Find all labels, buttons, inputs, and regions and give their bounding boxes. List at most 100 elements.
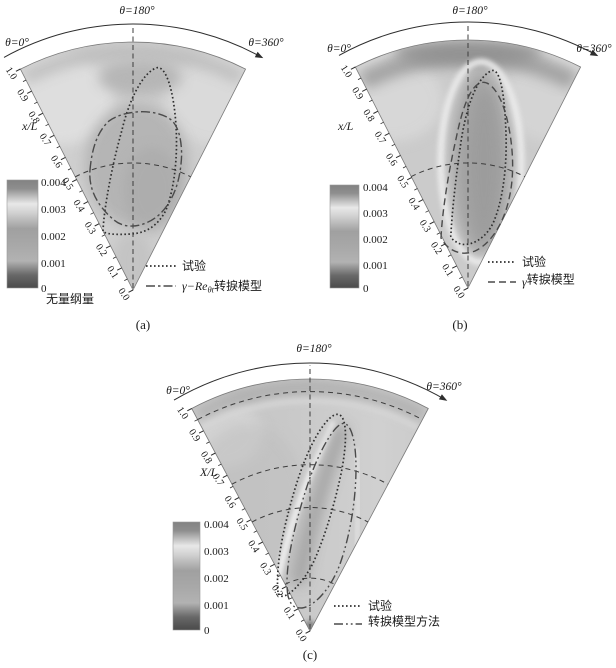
radial-gridline-arc [410,162,526,178]
theta-360-label: θ=360° [248,37,284,49]
radial-axis-label: X/L [199,465,218,479]
tick-label: 1.0 [3,65,19,81]
legend-model-label: γ−Reθt转捩模型 [182,278,262,295]
model-contour [440,81,514,254]
legend-model-label: 转捩模型方法 [368,614,440,629]
colorbar-tick: 0.002 [363,234,388,246]
outer-sweep-arc [3,23,263,58]
colorbar: 0.004 0.003 0.002 0.001 0 无量纲量 [6,177,94,306]
tick-label: 0.0 [450,284,466,300]
legend: 试验 转捩模型方法 [334,598,440,629]
sweep-arrowhead-icon [254,51,264,59]
panel-b-plot: 0.0 0.1 0.2 0.3 0.4 0.5 0.6 0.7 0.8 0.9 … [327,5,612,332]
tick-label: 0.4 [405,196,421,212]
colorbar-title: 无量纲量 [46,292,94,306]
colorbar: 0.004 0.003 0.002 0.001 0 [172,519,229,637]
theta-0-label: θ=0° [5,37,29,49]
tick-label: 0.8 [360,108,376,124]
experiment-contour [449,69,507,246]
panel-a: 0.0 0.1 0.2 0.3 0.4 0.5 0.6 0.7 0.8 0.9 … [0,0,308,334]
tick-label: 0.7 [372,130,388,146]
colorbar-tick: 0.003 [204,546,229,558]
tick-label: 0.9 [186,427,202,443]
major-tick-marks [350,66,469,291]
panel-caption: (b) [452,317,467,332]
colorbar-tick: 0.004 [204,519,229,531]
tick-label: 0.4 [245,539,261,555]
tick-label: 0.6 [383,152,399,168]
tick-label: 0.5 [394,174,410,190]
theta-360-label: θ=360° [426,381,462,393]
outer-sweep-arc [173,362,447,401]
panel-caption: (c) [303,647,317,662]
tick-label: 0.9 [14,87,30,103]
tick-label: 0.0 [115,286,131,302]
major-tick-marks [187,408,311,634]
panel-b: 0.0 0.1 0.2 0.3 0.4 0.5 0.6 0.7 0.8 0.9 … [308,0,616,334]
theta-180-label: θ=180° [296,343,332,355]
colorbar-tick: 0 [363,283,369,295]
theta-360-label: θ=360° [576,43,612,55]
tick-label: 0.6 [222,494,238,510]
radial-axis-label: x/L [21,119,38,133]
colorbar-tick: 0.004 [41,177,66,189]
tick-label: 0.3 [82,220,98,236]
tick-label: 0.0 [293,628,309,644]
tick-label: 0.8 [198,450,214,466]
tick-label: 0.9 [349,85,365,101]
tick-label: 0.6 [48,154,64,170]
experiment-contour [276,413,347,598]
tick-label: 0.1 [439,262,455,278]
major-tick-marks [15,68,134,293]
radial-axis-label: x/L [337,119,354,133]
tick-label: 1.0 [174,405,190,421]
tick-label: 0.2 [93,242,109,258]
theta-0-label: θ=0° [166,385,190,397]
colorbar-tick: 0.003 [41,204,66,216]
outer-sweep-arc [338,21,598,56]
tick-label: 1.0 [338,63,354,79]
tick-label: 0.4 [70,198,86,214]
model-contour [89,111,183,227]
sweep-arrowhead-icon [438,394,448,401]
colorbar-tick: 0.002 [41,231,66,243]
minor-tick-marks [22,79,128,281]
colorbar-tick: 0.003 [363,208,388,220]
panel-c-plot: 0.0 0.1 0.2 0.3 0.4 0.5 0.6 0.7 0.8 0.9 … [166,343,462,662]
tick-label: 0.7 [37,132,53,148]
theta-180-label: θ=180° [119,5,155,17]
panel-c: 0.0 0.1 0.2 0.3 0.4 0.5 0.6 0.7 0.8 0.9 … [148,334,478,668]
tick-label: 0.1 [281,605,297,621]
colorbar-tick: 0.001 [41,258,66,270]
minor-tick-marks [194,419,305,622]
legend-model-label: γ转捩模型 [522,272,575,290]
theta-180-label: θ=180° [452,5,488,17]
tick-label: 0.3 [417,218,433,234]
model-contour [286,422,357,609]
colorbar-tick: 0 [41,283,47,295]
legend: 试验 γ转捩模型 [488,254,575,289]
colorbar: 0.004 0.003 0.002 0.001 0 [329,182,388,295]
legend-experiment-label: 试验 [368,598,392,613]
legend: 试验 γ−Reθt转捩模型 [146,258,262,295]
sweep-arrowhead-icon [589,49,599,57]
radial-tick-labels: 0.0 0.1 0.2 0.3 0.4 0.5 0.6 0.7 0.8 0.9 … [3,65,132,302]
tick-label: 0.1 [104,264,120,280]
legend-experiment-label: 试验 [182,258,206,273]
legend-experiment-label: 试验 [522,254,546,269]
colorbar-tick: 0.001 [204,600,229,612]
sector-outline [354,39,582,289]
colorbar-tick: 0.002 [204,573,229,585]
panel-caption: (a) [136,317,150,332]
tick-label: 0.5 [233,516,249,532]
colorbar-tick: 0.004 [363,182,388,194]
tick-label: 0.2 [428,240,444,256]
sector-outline [19,41,247,291]
colorbar-tick: 0.001 [363,260,388,272]
tick-label: 0.3 [257,561,273,577]
panel-a-plot: 0.0 0.1 0.2 0.3 0.4 0.5 0.6 0.7 0.8 0.9 … [3,5,284,332]
theta-0-label: θ=0° [327,43,351,55]
minor-tick-marks [357,77,463,279]
colorbar-tick: 0 [204,625,210,637]
